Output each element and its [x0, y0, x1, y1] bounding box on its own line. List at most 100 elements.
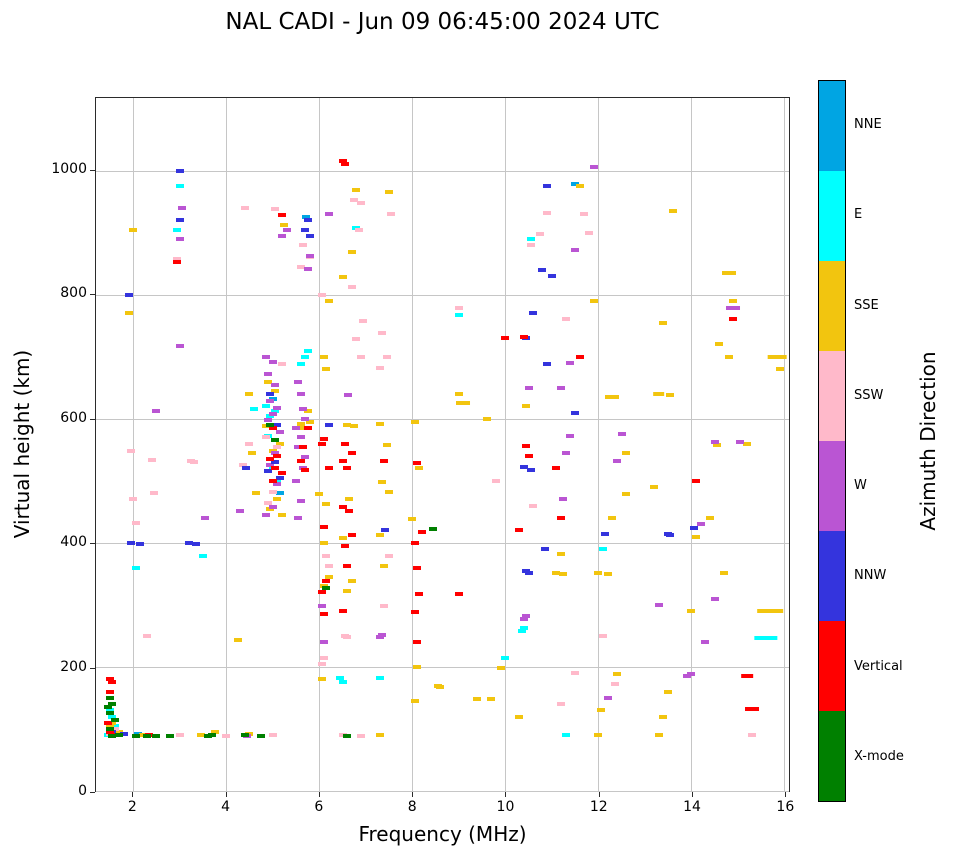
data-point	[294, 444, 303, 449]
data-point	[247, 450, 256, 455]
data-point	[417, 529, 426, 534]
data-point	[768, 354, 787, 359]
x-tick-label: 2	[127, 799, 137, 815]
data-point	[561, 450, 570, 455]
data-point	[305, 233, 314, 238]
data-point	[324, 422, 333, 427]
data-point	[105, 730, 114, 735]
data-point	[271, 450, 280, 455]
colorbar-category-label-x-mode: X-mode	[854, 748, 904, 764]
data-point	[261, 435, 270, 440]
data-point	[726, 306, 741, 311]
data-point	[378, 480, 387, 485]
data-point	[273, 444, 282, 449]
data-point	[136, 542, 145, 547]
data-point	[598, 633, 607, 638]
colorbar-segment-w	[819, 441, 845, 531]
data-point	[561, 317, 570, 322]
data-point	[273, 497, 282, 502]
data-point	[105, 711, 114, 716]
data-point	[324, 564, 333, 569]
data-point	[415, 466, 424, 471]
data-point	[571, 410, 580, 415]
data-point	[245, 731, 254, 736]
data-point	[454, 306, 463, 311]
data-point	[303, 348, 312, 353]
data-point	[601, 531, 610, 536]
grid-line-y	[96, 418, 789, 420]
data-point	[744, 707, 759, 712]
data-point	[108, 702, 117, 707]
data-point	[131, 565, 140, 570]
x-tick-label: 14	[683, 799, 701, 815]
colorbar-category-label-nne: NNE	[854, 117, 882, 133]
data-point	[340, 543, 349, 548]
data-point	[296, 362, 305, 367]
chart-title: NAL CADI - Jun 09 06:45:00 2024 UTC	[225, 9, 660, 35]
data-point	[126, 540, 135, 545]
data-point	[589, 298, 598, 303]
data-point	[129, 497, 138, 502]
data-point	[291, 426, 300, 431]
data-point	[338, 458, 347, 463]
data-point	[710, 440, 719, 445]
data-point	[319, 655, 328, 660]
data-point	[268, 396, 277, 401]
data-point	[729, 298, 738, 303]
data-point	[324, 298, 333, 303]
data-point	[357, 200, 366, 205]
data-point	[561, 733, 570, 738]
y-axis-label: Virtual height (km)	[10, 349, 34, 539]
data-point	[543, 362, 552, 367]
data-point	[115, 730, 124, 735]
data-point	[268, 478, 277, 483]
data-point	[385, 190, 393, 195]
data-point	[536, 231, 545, 236]
data-point	[410, 419, 419, 424]
data-point	[529, 503, 538, 508]
colorbar-category-label-nnw: NNW	[854, 568, 887, 584]
data-point	[622, 450, 631, 455]
data-point	[268, 489, 277, 494]
data-point	[757, 609, 784, 614]
data-point	[298, 426, 307, 431]
data-point	[519, 626, 528, 631]
data-point	[710, 596, 719, 601]
data-point	[529, 311, 538, 316]
data-point	[543, 184, 552, 189]
data-point	[245, 391, 254, 396]
data-point	[124, 311, 133, 316]
data-point	[385, 554, 393, 559]
colorbar-segment-vertical	[819, 621, 845, 711]
data-point	[302, 215, 311, 220]
data-point	[319, 612, 328, 617]
data-point	[412, 461, 421, 466]
data-point	[557, 702, 566, 707]
data-point	[296, 435, 305, 440]
data-point	[596, 708, 605, 713]
data-point	[301, 467, 310, 472]
data-point	[473, 697, 482, 702]
colorbar-category-label-ssw: SSW	[854, 387, 884, 403]
data-point	[338, 680, 347, 685]
data-point	[241, 466, 250, 471]
data-point	[352, 337, 361, 342]
data-point	[526, 467, 535, 472]
data-point	[319, 540, 328, 545]
grid-line-y	[96, 542, 789, 544]
x-tick-label: 6	[314, 799, 324, 815]
data-point	[322, 585, 331, 590]
data-point	[721, 270, 736, 275]
data-point	[319, 640, 328, 645]
data-point	[522, 444, 531, 449]
data-point	[603, 571, 612, 576]
data-point	[343, 466, 352, 471]
data-point	[496, 666, 505, 671]
colorbar-segment-nnw	[819, 531, 845, 621]
data-point	[612, 672, 621, 677]
data-point	[236, 508, 245, 513]
data-point	[296, 458, 305, 463]
data-point	[315, 492, 324, 497]
data-point	[696, 522, 705, 527]
data-point	[257, 734, 266, 739]
